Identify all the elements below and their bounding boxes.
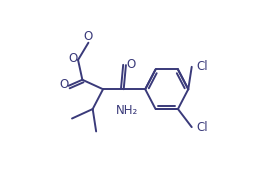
Text: NH₂: NH₂ — [116, 104, 138, 117]
Text: O: O — [68, 52, 78, 65]
Text: O: O — [84, 30, 93, 43]
Text: O: O — [59, 78, 68, 91]
Text: Cl: Cl — [197, 60, 208, 73]
Text: O: O — [126, 58, 136, 71]
Text: Cl: Cl — [197, 121, 208, 134]
